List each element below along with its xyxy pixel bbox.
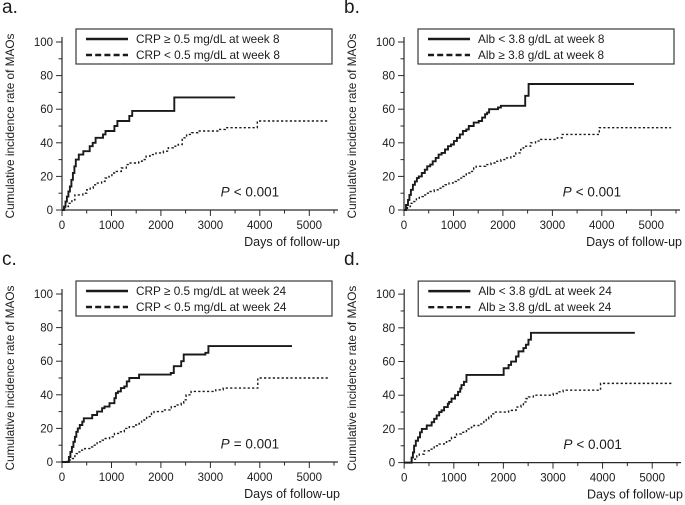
curve-solid: [404, 331, 635, 464]
x-tick-label: 0: [59, 220, 65, 232]
x-tick-label: 1000: [441, 220, 467, 232]
panel-b-letter: b.: [344, 0, 360, 18]
y-tick-label: 40: [40, 390, 53, 402]
curve-solid: [62, 96, 236, 211]
curve-dashed: [404, 382, 673, 464]
x-tick-label: 5000: [297, 220, 323, 232]
panel-a: a. 0 20 40 60 80 100 0 1000 2000 3000 4000 5000 Cumu…: [0, 0, 342, 252]
x-tick-label: 5000: [297, 472, 323, 484]
legend-box: [75, 28, 333, 65]
y-axis-title: Cumulative incidence rate of MAOs: [345, 33, 359, 218]
y-tick-label: 0: [389, 205, 395, 217]
y-axis-title: Cumulative incidence rate of MAOs: [345, 286, 359, 471]
y-tick-label: 60: [382, 104, 395, 116]
y-tick-label: 20: [40, 171, 53, 183]
x-tick-label: 4000: [247, 220, 273, 232]
curve-dashed: [404, 127, 672, 211]
y-tick-label: 100: [376, 289, 395, 301]
y-tick-label: 40: [40, 138, 53, 150]
y-axis-title: Cumulative incidence rate of MAOs: [3, 285, 17, 470]
x-tick-label: 3000: [198, 472, 224, 484]
p-value: P < 0.001: [221, 185, 279, 200]
legend-label: Alb ≥ 3.8 g/dL at week 24: [478, 300, 611, 314]
x-tick-label: 0: [401, 473, 407, 485]
x-tick-label: 4000: [590, 473, 616, 485]
x-axis-title: Days of follow-up: [244, 235, 340, 249]
x-tick-label: 2000: [491, 473, 517, 485]
legend-label: Alb < 3.8 g/dL at week 8: [478, 32, 605, 46]
y-tick-label: 0: [47, 205, 53, 217]
y-tick-label: 80: [40, 323, 53, 335]
panel-d-letter: d.: [344, 252, 360, 270]
y-tick-label: 80: [40, 71, 53, 83]
legend-label: CRP < 0.5 mg/dL at week 24: [136, 300, 287, 314]
y-tick-label: 20: [382, 424, 395, 436]
legend-label: CRP ≥ 0.5 mg/dL at week 24: [136, 284, 287, 298]
panel-b: b. 0 20 40 60 80 100 0 1000 2000 3000 4000 5000 Cumu…: [342, 0, 685, 252]
legend-label: CRP < 0.5 mg/dL at week 8: [136, 48, 280, 62]
y-axis-title: Cumulative incidence rate of MAOs: [3, 33, 17, 218]
x-axis-title: Days of follow-up: [244, 487, 340, 501]
x-tick-label: 1000: [99, 472, 125, 484]
y-tick-label: 100: [376, 37, 395, 49]
x-tick-label: 5000: [639, 220, 665, 232]
curve-dashed: [62, 120, 330, 211]
x-tick-label: 4000: [247, 472, 273, 484]
p-value: P = 0.001: [221, 437, 279, 452]
x-tick-label: 2000: [148, 472, 174, 484]
x-axis-title: Days of follow-up: [586, 235, 682, 249]
curve-solid: [404, 83, 634, 211]
curve-solid: [62, 345, 292, 463]
y-tick-label: 100: [34, 37, 53, 49]
p-value: P < 0.001: [563, 185, 621, 200]
y-tick-label: 100: [34, 289, 53, 301]
x-tick-label: 5000: [639, 473, 665, 485]
y-tick-label: 60: [40, 356, 53, 368]
x-tick-label: 2000: [148, 220, 174, 232]
y-tick-label: 60: [40, 104, 53, 116]
x-tick-label: 3000: [198, 220, 224, 232]
x-tick-label: 2000: [490, 220, 516, 232]
y-tick-label: 80: [382, 71, 395, 83]
p-value: P < 0.001: [563, 437, 622, 452]
panel-c: c. 0 20 40 60 80 100 0 1000 2000 3000 4000 5000 Cumu…: [0, 252, 342, 505]
y-tick-label: 80: [382, 323, 395, 335]
legend-box: [417, 280, 676, 317]
x-axis-title: Days of follow-up: [587, 488, 683, 502]
x-tick-label: 3000: [540, 473, 566, 485]
panel-a-letter: a.: [2, 0, 18, 18]
x-tick-label: 4000: [589, 220, 615, 232]
y-tick-label: 20: [40, 423, 53, 435]
legend-box: [75, 280, 333, 317]
x-tick-label: 1000: [99, 220, 125, 232]
curve-dashed: [62, 377, 330, 463]
y-tick-label: 0: [47, 457, 53, 469]
y-tick-label: 0: [389, 458, 395, 470]
panel-c-letter: c.: [2, 252, 17, 270]
panel-d: d. 0 20 40 60 80 100 0 1000 2000 3000 4000 5000 Cumu…: [342, 252, 685, 505]
legend-label: Alb < 3.8 g/dL at week 24: [478, 284, 612, 298]
legend-label: Alb ≥ 3.8 g/dL at week 8: [478, 48, 604, 62]
x-tick-label: 3000: [540, 220, 566, 232]
legend-box: [417, 28, 675, 65]
x-tick-label: 0: [59, 472, 65, 484]
x-tick-label: 1000: [441, 473, 467, 485]
legend-label: CRP ≥ 0.5 mg/dL at week 8: [136, 32, 280, 46]
y-tick-label: 60: [382, 357, 395, 369]
x-tick-label: 0: [401, 220, 407, 232]
y-tick-label: 40: [382, 138, 395, 150]
y-tick-label: 40: [382, 390, 395, 402]
y-tick-label: 20: [382, 171, 395, 183]
